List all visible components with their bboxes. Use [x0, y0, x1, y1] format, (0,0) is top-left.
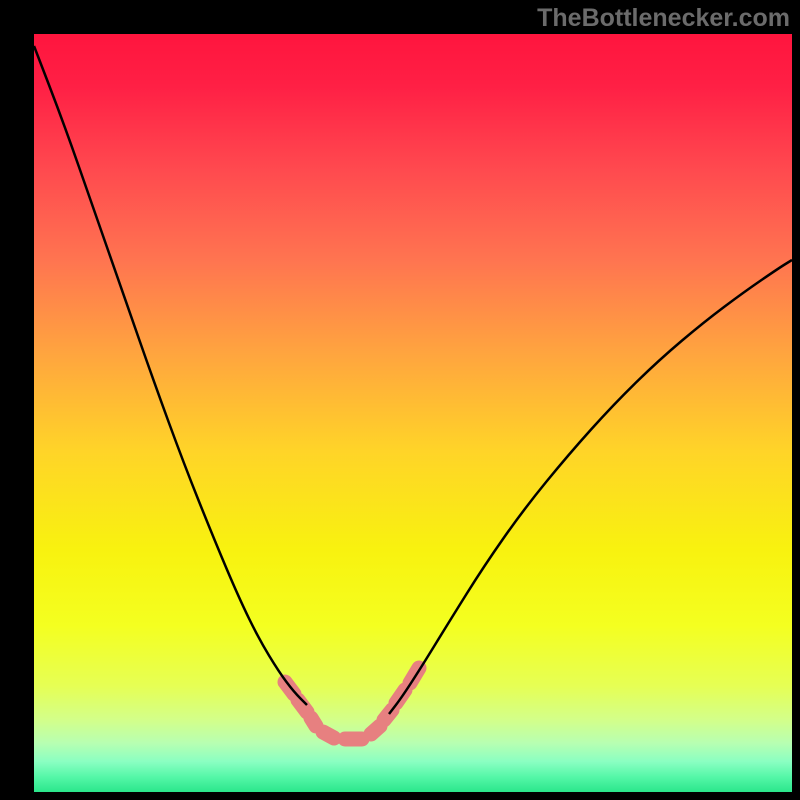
plot-svg [34, 34, 792, 792]
valley-marker-3 [323, 732, 334, 738]
valley-marker-5 [371, 726, 380, 734]
watermark-text: TheBottlenecker.com [537, 4, 790, 33]
valley-marker-2 [311, 718, 316, 726]
plot-area [34, 34, 792, 792]
